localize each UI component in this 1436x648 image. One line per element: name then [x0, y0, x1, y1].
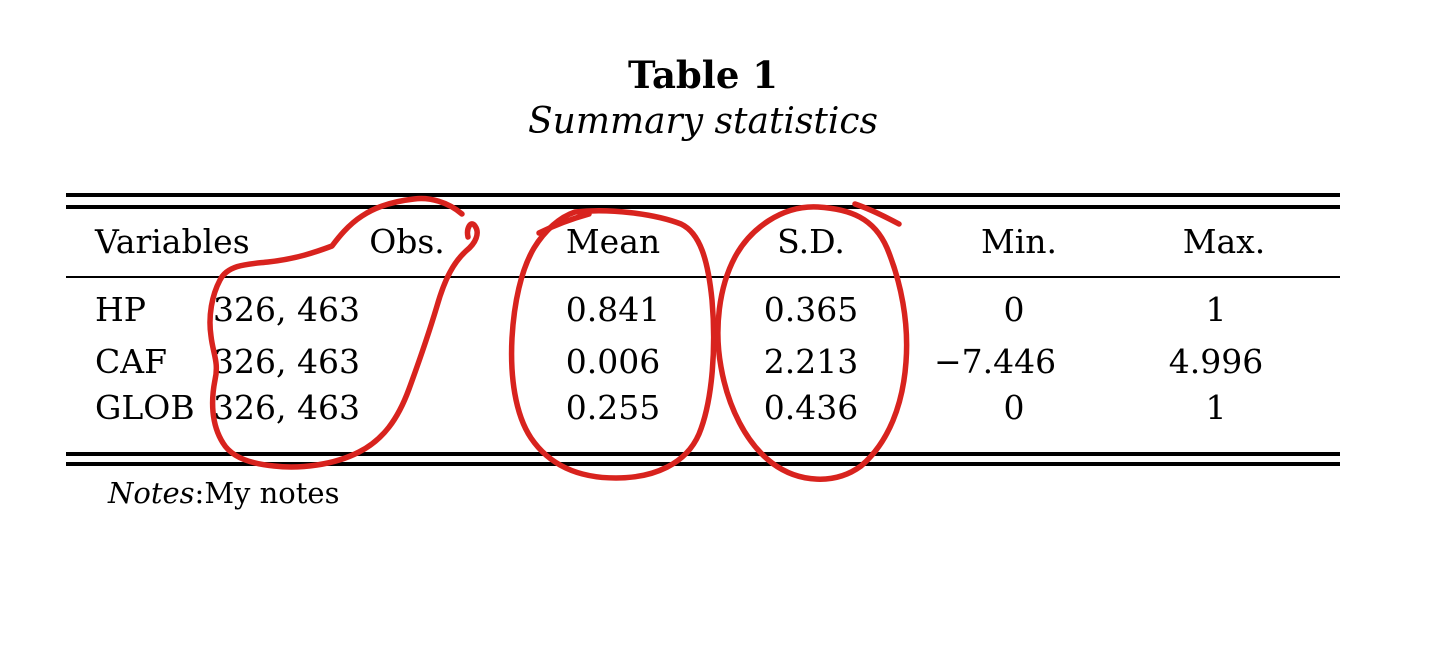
header-sd: S.D.: [777, 222, 845, 261]
header-mean: Mean: [565, 222, 661, 261]
cell-sd: 0.365: [763, 290, 859, 329]
header-min: Min.: [980, 222, 1058, 261]
bottom-rule-1: [66, 452, 1340, 456]
cell-min: 0: [1003, 290, 1025, 329]
cell-mean: 0.006: [565, 342, 661, 381]
cell-variable: GLOB: [95, 388, 195, 427]
cell-variable: HP: [95, 290, 146, 329]
top-rule-2: [66, 205, 1340, 209]
cell-variable: CAF: [95, 342, 167, 381]
header-max: Max.: [1182, 222, 1266, 261]
cell-max: 4.996: [1168, 342, 1264, 381]
cell-mean: 0.255: [565, 388, 661, 427]
cell-max: 1: [1205, 290, 1227, 329]
cell-mean: 0.841: [565, 290, 661, 329]
cell-obs: 326, 463: [213, 388, 360, 427]
notes-text: :My notes: [194, 476, 340, 510]
header-obs: Obs.: [369, 222, 445, 261]
cell-sd: 2.213: [763, 342, 859, 381]
cell-sd: 0.436: [763, 388, 859, 427]
table-title: Table 1: [627, 53, 779, 97]
table-notes: Notes:My notes: [108, 479, 339, 508]
cell-min: 0: [1003, 388, 1025, 427]
bottom-rule-2: [66, 462, 1340, 466]
cell-obs: 326, 463: [213, 342, 360, 381]
top-rule-1: [66, 193, 1340, 197]
header-variables: Variables: [95, 222, 250, 261]
header-rule: [66, 276, 1340, 278]
cell-max: 1: [1205, 388, 1227, 427]
table-subtitle: Summary statistics: [527, 101, 879, 142]
notes-label: Notes: [108, 476, 195, 510]
cell-obs: 326, 463: [213, 290, 360, 329]
cell-min: −7.446: [933, 342, 1057, 381]
